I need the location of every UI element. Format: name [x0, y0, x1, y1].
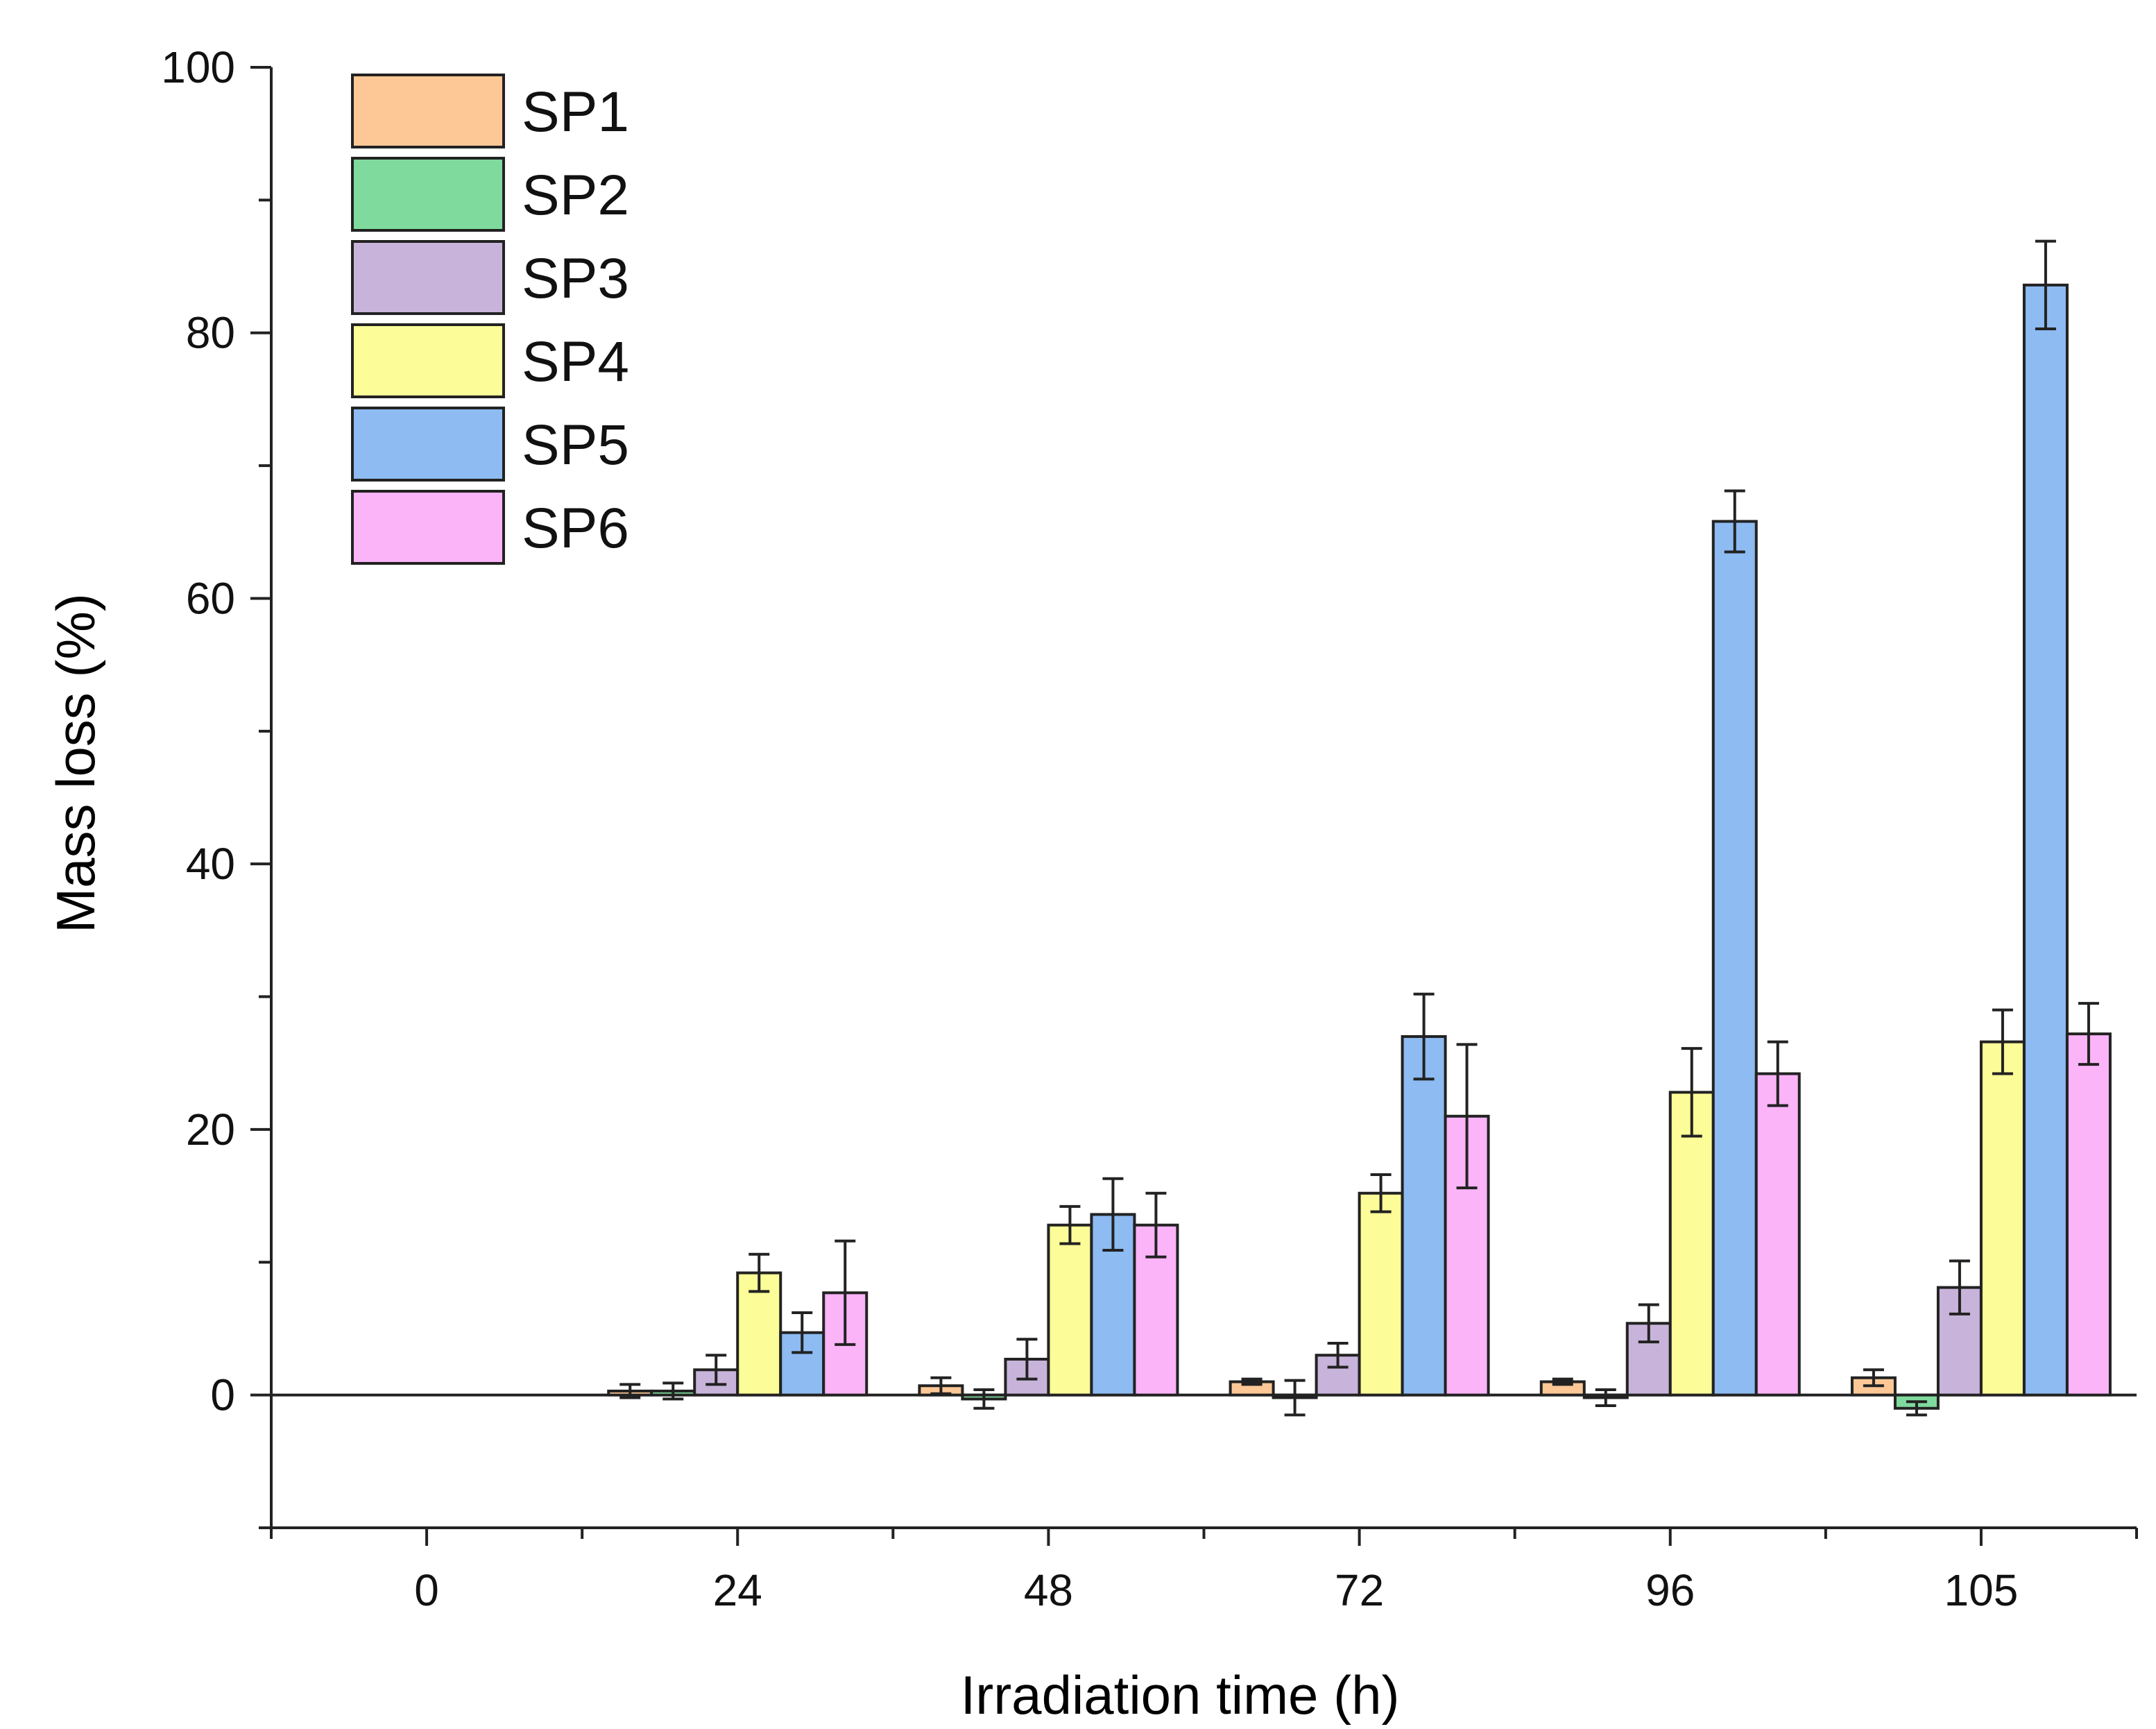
bar-sp5	[1401, 1034, 1447, 1397]
legend-swatch-sp3	[351, 240, 505, 315]
bar-sp5	[2022, 283, 2069, 1397]
legend-swatch-sp6	[351, 490, 505, 565]
bar-sp6	[1754, 1072, 1801, 1397]
y-tick-label: 100	[161, 42, 235, 92]
x-tick-label: 96	[1645, 1565, 1695, 1615]
legend-label-sp3: SP3	[522, 247, 629, 310]
legend-swatch-sp5	[351, 407, 505, 482]
legend-swatch-sp2	[351, 157, 505, 232]
bar-sp4	[1358, 1191, 1404, 1397]
legend-label-sp6: SP6	[522, 497, 629, 560]
bar-sp4	[1047, 1223, 1093, 1397]
y-tick-label: 0	[210, 1370, 235, 1420]
legend-label-sp1: SP1	[522, 80, 629, 144]
y-tick-label: 60	[186, 573, 235, 623]
legend-swatch-sp1	[351, 74, 505, 148]
legend-label-sp5: SP5	[522, 414, 629, 477]
x-tick-label: 72	[1335, 1565, 1384, 1615]
x-axis: 0 24 48 72 96 105	[270, 1526, 2138, 1615]
bar-sp4	[1979, 1040, 2026, 1397]
bar-sp5	[1711, 520, 1758, 1397]
y-axis-title: Mass loss (%)	[45, 593, 106, 933]
x-tick-label: 24	[713, 1565, 762, 1615]
y-tick-label: 80	[186, 308, 235, 358]
y-tick-label: 40	[186, 839, 235, 889]
y-tick-label: 20	[186, 1105, 235, 1155]
x-tick-label: 0	[414, 1565, 439, 1615]
legend-swatch-sp4	[351, 323, 505, 398]
x-tick-label: 48	[1024, 1565, 1073, 1615]
legend: SP1 SP2 SP3 SP4 SP5 SP6	[351, 74, 629, 565]
legend-label-sp4: SP4	[522, 330, 629, 393]
legend-label-sp2: SP2	[522, 164, 629, 227]
plot-area	[271, 239, 2137, 1417]
x-axis-title: Irradiation time (h)	[961, 1664, 1400, 1726]
bar-sp4	[1668, 1091, 1715, 1397]
y-axis: 0 20 40 60 80 100	[161, 42, 273, 1529]
x-tick-label: 105	[1944, 1565, 2019, 1615]
bar-sp6	[2065, 1032, 2112, 1397]
